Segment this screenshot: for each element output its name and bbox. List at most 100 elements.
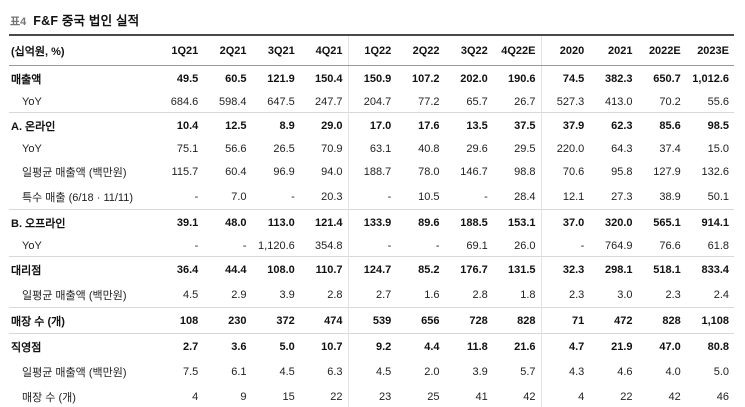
cell: 60.5 (225, 72, 247, 85)
column-header-2023e: 2023E (685, 36, 734, 66)
cell: 539 (348, 307, 397, 334)
cell: 85.2 (396, 256, 445, 282)
cell: - (435, 239, 440, 252)
cell: - (387, 190, 392, 203)
cell: 39.1 (155, 209, 204, 235)
column-header-1q21: 1Q21 (155, 36, 204, 66)
cell: 70.2 (659, 95, 681, 108)
table-row: 매장 수 (개) 4 9 15 22 23 25 41 42 4 22 42 46 (9, 384, 734, 407)
cell: 298.1 (589, 256, 638, 282)
cell: 56.6 (225, 142, 247, 155)
cell: 108.0 (251, 256, 300, 282)
column-header-2q22: 2Q22 (396, 36, 445, 66)
cell: 71 (541, 307, 590, 334)
table-row: YoY - -1,120.6 354.8- -69.1 26.0-764.9 76.6 61.… (9, 235, 734, 257)
cell: 44.4 (203, 256, 252, 282)
page-title: F&F 중국 법인 실적 (33, 14, 140, 28)
cell: 131.5 (492, 256, 542, 282)
column-header-2021: 2021 (589, 36, 638, 66)
cell: 188.7 (363, 165, 392, 178)
cell: 9.2 (348, 333, 397, 359)
cell: 11.8 (444, 333, 493, 359)
cell: 4 (541, 384, 590, 407)
table-row: YoY 684.6 598.4 647.5 247.7 204.7 77.2 65.7 26.7… (9, 91, 734, 113)
cell: 565.1 (637, 209, 686, 235)
table-header-row: (십억원, %) 1Q21 2Q21 3Q21 4Q21 1Q22 2Q22 3Q22 4Q2… (9, 36, 734, 66)
cell: 372 (251, 307, 300, 334)
cell: 647.5 (267, 95, 295, 108)
cell: 37.0 (541, 209, 590, 235)
cell: 42 (637, 384, 686, 407)
cell: 124.7 (348, 256, 397, 282)
cell: 65.7 (466, 95, 488, 108)
cell: 78.0 (418, 165, 440, 178)
cell: 4.4 (396, 333, 445, 359)
cell: - (194, 239, 199, 252)
cell: 32.3 (541, 256, 590, 282)
cell: 4.7 (541, 333, 590, 359)
cell: 95.8 (611, 165, 633, 178)
cell: 10.4 (155, 112, 204, 138)
cell: 2.3 (568, 288, 585, 301)
cell: 75.1 (176, 142, 199, 155)
cell: 76.6 (659, 239, 681, 252)
cell: 188.5 (444, 209, 493, 235)
cell: 62.3 (589, 112, 638, 138)
table-row: 직영점 2.7 3.6 5.0 10.7 9.2 4.4 11.8 21.6 4.7 21.9 47.… (9, 333, 734, 359)
cell: 320.0 (589, 209, 638, 235)
cell: 9 (203, 384, 252, 407)
row-label: 직영점 (9, 333, 155, 359)
cell: 46 (685, 384, 734, 407)
cell: 60.4 (225, 165, 247, 178)
unit-label: (십억원, %) (9, 36, 155, 66)
cell: 190.6 (492, 65, 542, 91)
row-label: A. 온라인 (9, 112, 155, 138)
cell: 354.8 (299, 235, 349, 257)
cell: 70.9 (299, 138, 349, 159)
cell: 89.6 (396, 209, 445, 235)
table-row: A. 온라인 10.4 12.5 8.9 29.0 17.0 17.6 13.5 37.5 37.… (9, 112, 734, 138)
cell: 2.9 (231, 288, 247, 301)
cell: 3.9 (472, 365, 488, 378)
cell: 764.9 (604, 239, 633, 252)
cell: 22 (299, 384, 349, 407)
cell: 21.9 (589, 333, 638, 359)
cell: 5.0 (713, 365, 729, 378)
column-header-3q21: 3Q21 (251, 36, 300, 66)
cell: 37.9 (541, 112, 590, 138)
cell: 23 (348, 384, 397, 407)
cell: 153.1 (492, 209, 542, 235)
cell: 382.3 (604, 72, 633, 85)
cell: 15 (251, 384, 300, 407)
cell: 26.7 (492, 91, 542, 113)
table-row: 일평균 매출액 (백만원) 115.7 60.4 96.9 94.0 188.7 78.0 1… (9, 159, 734, 184)
cell: 2.4 (713, 288, 729, 301)
cell: 2.7 (375, 288, 392, 301)
cell: 12.5 (203, 112, 252, 138)
cell: 833.4 (685, 256, 734, 282)
cell: 64.3 (611, 142, 633, 155)
cell: 127.9 (653, 165, 681, 178)
cell: 17.0 (348, 112, 397, 138)
cell: 1,120.6 (258, 239, 295, 252)
cell: 10.7 (299, 333, 349, 359)
cell: 150.9 (363, 72, 392, 85)
cell: 15.0 (707, 142, 729, 155)
row-label: 일평균 매출액 (백만원) (22, 366, 127, 379)
row-label: YoY (22, 95, 42, 108)
cell: 6.1 (231, 365, 247, 378)
cell: 150.4 (299, 65, 349, 91)
cell: 133.9 (348, 209, 397, 235)
cell: 4.6 (617, 365, 633, 378)
row-label: 일평균 매출액 (백만원) (22, 289, 127, 302)
cell: 828 (492, 307, 542, 334)
cell: 29.6 (466, 142, 488, 155)
cell: 42 (492, 384, 542, 407)
cell: 121.9 (267, 72, 295, 85)
cell: 728 (444, 307, 493, 334)
cell: 3.0 (617, 288, 633, 301)
cell: 63.1 (369, 142, 392, 155)
cell: 3.9 (279, 288, 295, 301)
cell: 13.5 (444, 112, 493, 138)
